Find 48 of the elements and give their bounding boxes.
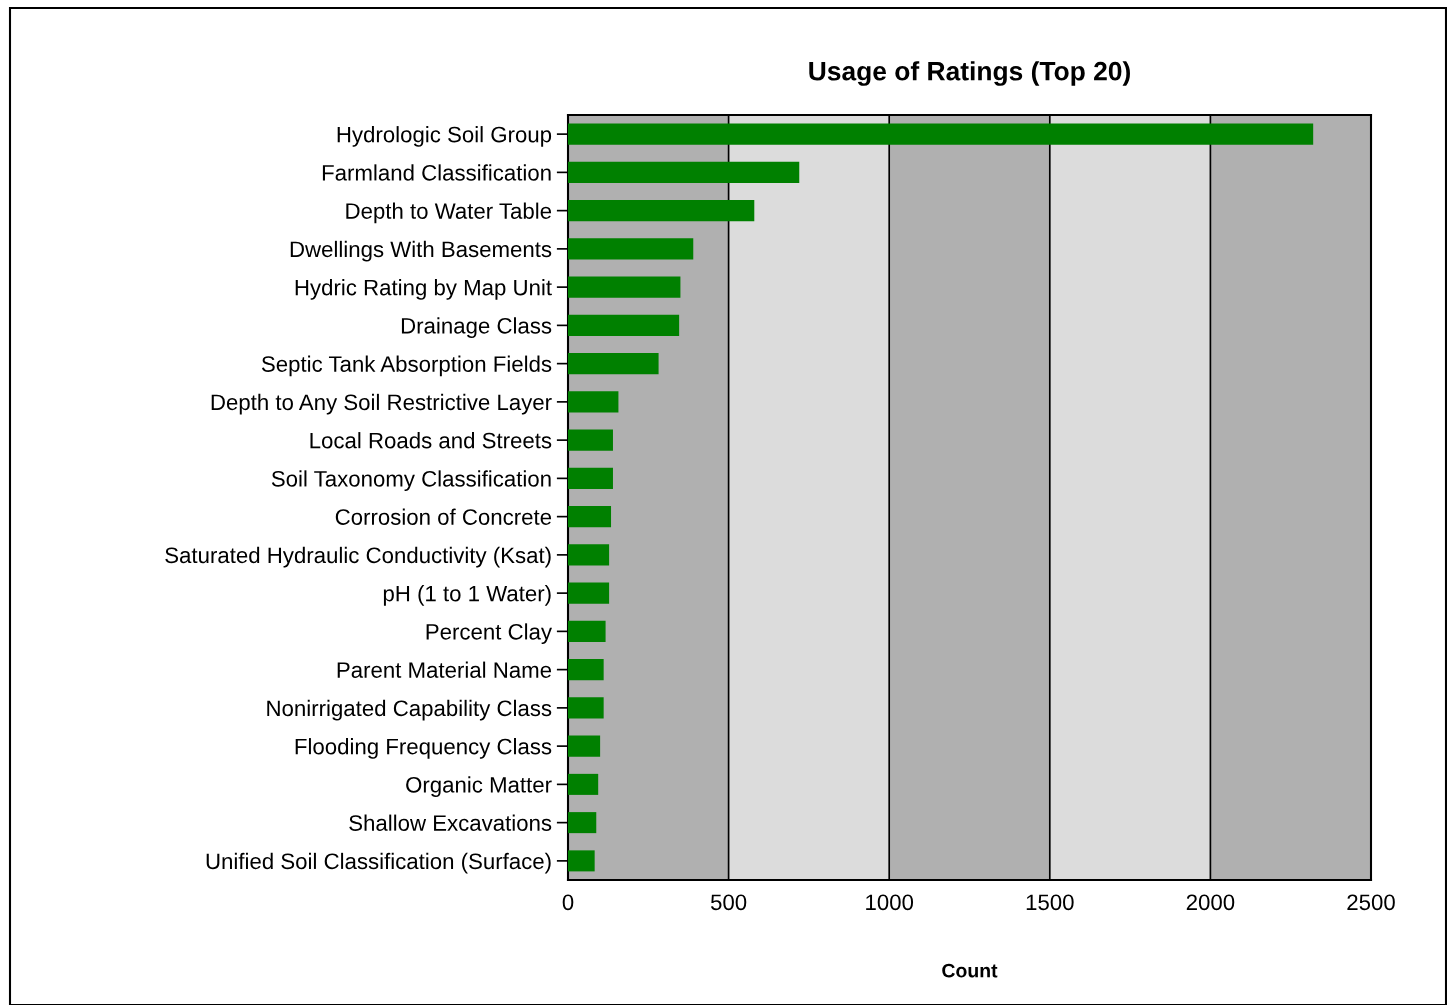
x-tick-label: 1500 — [1026, 894, 1074, 911]
y-tick-label: Septic Tank Absorption Fields — [261, 355, 552, 377]
bar — [568, 544, 610, 566]
bar — [568, 238, 694, 260]
y-tick-label: pH (1 to 1 Water) — [383, 585, 551, 606]
y-tick-label: Unified Soil Classification (Surface) — [206, 852, 551, 874]
y-tick-label: Soil Taxonomy Classification — [271, 470, 551, 492]
x-tick-label: 500 — [710, 894, 747, 911]
bar — [568, 200, 755, 222]
x-tick-label: 2500 — [1347, 894, 1395, 911]
chart-title: Usage of Ratings (Top 20) — [809, 61, 1130, 86]
bar — [568, 429, 613, 451]
bar — [568, 353, 659, 375]
bar — [568, 735, 601, 757]
bar — [568, 773, 599, 795]
y-tick-label: Hydrologic Soil Group — [337, 126, 552, 147]
x-axis-title: Count — [942, 963, 998, 978]
y-tick-label: Drainage Class — [401, 317, 552, 339]
x-tick-label: 1000 — [866, 894, 914, 911]
y-tick-label: Depth to Any Soil Restrictive Layer — [211, 393, 552, 415]
y-tick-label: Local Roads and Streets — [310, 432, 552, 449]
y-tick-label: Flooding Frequency Class — [295, 738, 552, 759]
y-tick-label: Organic Matter — [406, 776, 552, 798]
x-tick-label: 2000 — [1186, 894, 1235, 911]
y-tick-label: Percent Clay — [426, 623, 552, 645]
y-tick-label: Farmland Classification — [322, 164, 551, 181]
y-tick-label: Corrosion of Concrete — [335, 508, 552, 525]
bar — [568, 123, 1314, 145]
y-tick-label: Depth to Water Table — [346, 202, 552, 224]
bar — [568, 697, 604, 719]
bar — [568, 659, 604, 681]
bar — [568, 314, 680, 336]
bar — [568, 812, 597, 834]
bar — [568, 276, 681, 298]
y-tick-label: Hydric Rating by Map Unit — [295, 279, 552, 300]
bar — [568, 506, 612, 528]
bar — [568, 620, 606, 642]
bar — [568, 467, 613, 489]
y-tick-label: Parent Material Name — [337, 661, 552, 678]
bar — [568, 582, 610, 604]
bar — [568, 850, 595, 872]
y-tick-label: Dwellings With Basements — [290, 240, 552, 262]
x-tick-label: 0 — [562, 894, 574, 911]
y-tick-label: Saturated Hydraulic Conductivity (Ksat) — [165, 546, 551, 568]
y-tick-label: Nonirrigated Capability Class — [267, 699, 552, 721]
bar — [568, 161, 800, 183]
bar — [568, 391, 619, 413]
y-tick-label: Shallow Excavations — [349, 814, 552, 831]
